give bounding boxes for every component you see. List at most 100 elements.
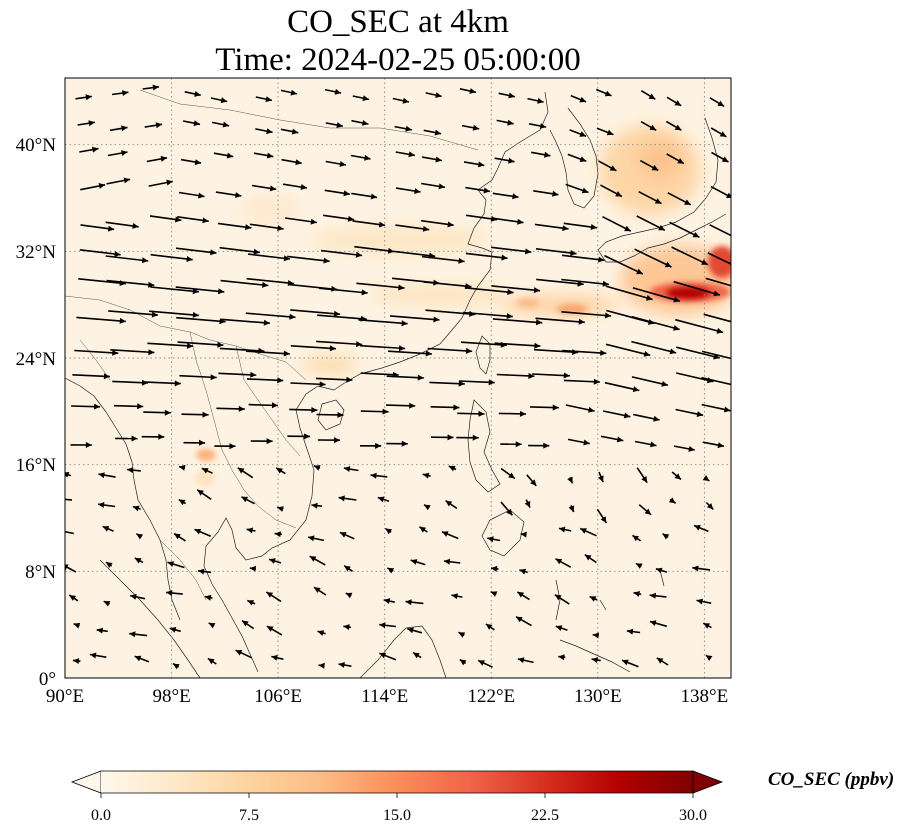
wind-arrow-head xyxy=(422,225,430,232)
coastline-korea xyxy=(549,107,599,209)
wind-arrow-head xyxy=(517,218,524,225)
wind-arrow-head xyxy=(633,591,640,597)
colorbar-extend-max xyxy=(692,770,724,794)
wind-arrow-head xyxy=(72,658,80,664)
wind-arrow-shaft xyxy=(245,350,290,355)
plot-title-line-1: CO_SEC at 4km xyxy=(287,4,509,40)
wind-arrow-shaft xyxy=(703,313,731,323)
wind-arrow-head xyxy=(339,532,347,538)
wind-arrow-head xyxy=(262,281,269,288)
wind-arrow-shaft xyxy=(108,310,159,316)
wind-arrow-head xyxy=(528,373,535,379)
wind-arrow-shaft xyxy=(176,316,226,323)
wind-arrow-shaft xyxy=(675,318,724,334)
wind-arrow-head xyxy=(512,193,519,200)
wind-arrow-head xyxy=(692,232,700,238)
wind-arrow-head xyxy=(579,131,587,137)
wind-arrow-head xyxy=(435,92,442,98)
wind-arrow-head xyxy=(398,284,405,291)
wind-arrow-head xyxy=(345,592,353,599)
wind-arrow-head xyxy=(220,97,228,104)
wind-arrow-head xyxy=(276,467,283,474)
wind-arrow-shaft xyxy=(78,278,126,285)
wind-arrow-head xyxy=(447,221,454,228)
co-plume xyxy=(638,142,682,178)
wind-arrow-shaft xyxy=(290,345,336,350)
wind-arrow-head xyxy=(673,296,680,303)
lat-tick-label: 32°N xyxy=(16,242,57,263)
wind-arrow-head xyxy=(641,476,648,483)
wind-arrow-head xyxy=(338,495,345,502)
wind-arrow-head xyxy=(643,351,651,357)
wind-arrow-shaft xyxy=(421,255,465,263)
co-plume xyxy=(240,195,300,225)
wind-arrow-head xyxy=(535,319,543,326)
wind-arrow-shaft xyxy=(535,248,577,255)
wind-arrow-head xyxy=(530,479,537,486)
wind-arrow-shaft xyxy=(701,376,731,386)
wind-arrow-head xyxy=(508,472,515,479)
wind-arrow-head xyxy=(137,403,144,410)
wind-arrow-head xyxy=(649,620,657,626)
wind-arrow-head xyxy=(314,587,321,593)
wind-arrow-shaft xyxy=(491,285,541,292)
wind-arrow-head xyxy=(487,536,494,543)
wind-arrow-head xyxy=(266,626,274,632)
wind-arrow-head xyxy=(606,129,614,136)
wind-arrow-head xyxy=(517,657,525,664)
wind-arrow-head xyxy=(558,654,565,661)
co-plume xyxy=(310,226,490,254)
colorbar-extend-min xyxy=(70,770,102,794)
wind-arrow-head xyxy=(696,411,704,417)
wind-arrow-shaft xyxy=(359,344,406,350)
wind-arrow-head xyxy=(478,410,485,417)
wind-arrow-head xyxy=(424,504,431,511)
wind-arrow-head xyxy=(148,281,155,288)
wind-arrow-head xyxy=(334,88,342,95)
wind-arrow-head xyxy=(478,660,485,666)
wind-arrow-head xyxy=(694,525,701,531)
wind-arrow-head xyxy=(609,165,617,171)
wind-arrow-head xyxy=(626,628,634,635)
wind-arrow-head xyxy=(337,412,344,418)
wind-arrow-head xyxy=(343,190,350,197)
wind-arrow-shaft xyxy=(290,309,341,315)
wind-arrow-shaft xyxy=(605,343,651,357)
wind-arrow-head xyxy=(364,154,371,161)
wind-arrow-head xyxy=(448,465,456,472)
wind-arrow-head xyxy=(174,533,181,540)
wind-arrow-head xyxy=(73,622,81,629)
wind-arrow-shaft xyxy=(460,341,507,346)
wind-arrow-head xyxy=(229,443,236,450)
wind-arrow-shaft xyxy=(465,252,508,260)
wind-arrow-shaft xyxy=(287,255,330,263)
wind-arrow-head xyxy=(623,412,631,419)
wind-arrow-head xyxy=(217,341,224,348)
lon-tick-label: 138°E xyxy=(681,686,729,707)
wind-arrow-head xyxy=(247,600,254,606)
wind-arrow-head xyxy=(409,402,416,409)
wind-arrow-head xyxy=(370,193,378,200)
wind-arrow-head xyxy=(515,441,522,448)
wind-arrow-shaft xyxy=(246,378,284,382)
wind-arrow-head xyxy=(632,535,639,542)
wind-arrow-head xyxy=(668,497,676,504)
wind-arrow-shaft xyxy=(562,254,605,262)
colorbar-tick-label: 30.0 xyxy=(679,807,707,824)
wind-arrow-shaft xyxy=(562,349,607,355)
wind-arrow-head xyxy=(552,404,559,411)
wind-arrow-head xyxy=(701,259,708,265)
wind-arrow-head xyxy=(419,526,426,533)
wind-arrow-head xyxy=(103,601,111,607)
wind-arrow-head xyxy=(186,342,194,349)
coastline-sumatra xyxy=(99,559,201,678)
wind-arrow-head xyxy=(269,558,276,564)
wind-arrow-head xyxy=(207,658,215,665)
wind-arrow-head xyxy=(472,124,480,131)
lat-tick-label: 40°N xyxy=(16,135,57,156)
wind-arrow-head xyxy=(519,568,527,575)
wind-arrow-head xyxy=(283,255,290,262)
wind-arrow-shaft xyxy=(464,287,514,294)
wind-arrow-head xyxy=(237,467,245,474)
colorbar-label: CO_SEC (ppbv) xyxy=(768,769,895,790)
